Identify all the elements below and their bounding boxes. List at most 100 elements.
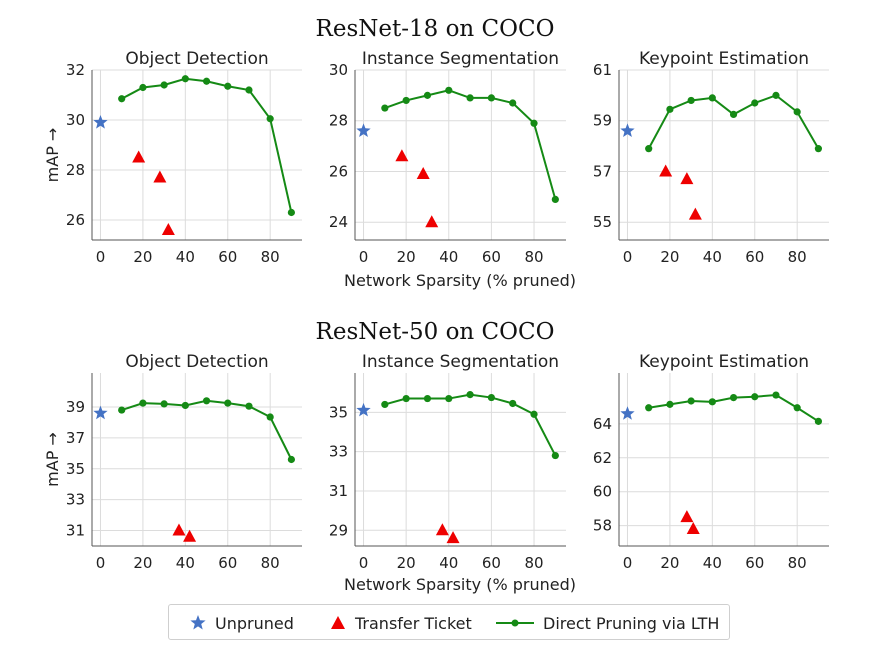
x-tick-label: 0 <box>96 248 106 266</box>
legend-label-unpruned: Unpruned <box>215 613 294 633</box>
y-tick-label: 30 <box>66 111 85 129</box>
transfer-ticket-point <box>680 172 694 185</box>
transfer-ticket-point <box>172 523 186 536</box>
panel-title: Instance Segmentation <box>362 49 559 69</box>
y-tick-label: 39 <box>66 398 85 416</box>
lth-point <box>445 394 453 403</box>
legend-label-transfer: Transfer Ticket <box>355 613 472 633</box>
lth-point <box>224 399 232 407</box>
row-title: ResNet-18 on COCO <box>316 16 555 42</box>
x-tick-label: 40 <box>176 248 195 266</box>
y-tick-label: 58 <box>593 517 612 535</box>
lth-point <box>751 393 759 401</box>
lth-point <box>202 397 211 405</box>
unpruned-point <box>620 123 635 137</box>
x-tick-label: 0 <box>96 554 106 572</box>
y-tick-label: 29 <box>329 521 348 539</box>
lth-series-line <box>384 89 557 200</box>
y-tick-label: 35 <box>66 460 85 478</box>
lth-point <box>687 397 695 405</box>
lth-point <box>202 77 211 85</box>
lth-series-line <box>384 393 557 457</box>
y-axis-label: mAP → <box>43 128 62 183</box>
panel-title: Object Detection <box>125 352 268 372</box>
legend-label-lth: Direct Pruning via LTH <box>543 613 720 633</box>
lth-point <box>487 94 496 102</box>
lth-point <box>160 400 168 408</box>
y-tick-label: 31 <box>66 522 85 540</box>
transfer-ticket-point <box>395 149 409 162</box>
lth-point <box>287 455 295 464</box>
unpruned-point <box>620 406 635 420</box>
panel-title: Instance Segmentation <box>362 352 559 372</box>
lth-point <box>139 399 147 407</box>
x-tick-label: 80 <box>524 554 543 572</box>
x-tick-label: 20 <box>660 248 679 266</box>
panel-title: Object Detection <box>125 49 268 69</box>
lth-point <box>814 145 822 153</box>
lth-point <box>814 417 822 425</box>
unpruned-point <box>93 405 108 420</box>
y-tick-label: 62 <box>593 449 612 467</box>
lth-point <box>551 451 559 460</box>
transfer-ticket-point <box>688 207 702 220</box>
transfer-ticket-point <box>153 170 167 183</box>
star-icon <box>190 615 206 630</box>
legend: Unpruned Transfer Ticket Direct Pruning … <box>168 604 730 640</box>
chart-panel: Keypoint Estimation 58 60 62 64 0 20 40 60 80 <box>593 352 829 572</box>
x-tick-label: 40 <box>703 248 722 266</box>
x-axis-label: Network Sparsity (% pruned) <box>344 271 576 290</box>
lth-point <box>402 96 410 105</box>
line-with-dot-icon <box>496 619 534 627</box>
lth-point <box>708 94 716 102</box>
y-tick-label: 30 <box>329 61 348 79</box>
transfer-ticket-point <box>132 150 146 163</box>
lth-point <box>402 394 410 403</box>
x-tick-label: 20 <box>133 554 152 572</box>
lth-point <box>266 115 274 123</box>
x-tick-label: 0 <box>359 554 369 572</box>
lth-point <box>708 398 716 406</box>
lth-point <box>751 99 759 107</box>
unpruned-point <box>356 402 371 417</box>
transfer-ticket-point <box>686 522 700 535</box>
y-tick-label: 32 <box>66 61 85 79</box>
x-tick-label: 20 <box>660 554 679 572</box>
lth-point <box>551 195 559 204</box>
x-tick-label: 40 <box>703 554 722 572</box>
chart-panel: Instance Segmentation 24 26 28 30 0 20 40 60 80 <box>329 49 566 266</box>
lth-point <box>466 391 474 399</box>
lth-point <box>224 82 232 90</box>
lth-point <box>645 404 653 412</box>
y-tick-label: 26 <box>329 162 348 180</box>
x-tick-label: 80 <box>788 554 807 572</box>
y-tick-label: 33 <box>329 443 348 461</box>
x-tick-label: 40 <box>176 554 195 572</box>
lth-point <box>287 208 295 217</box>
lth-point <box>530 410 538 418</box>
lth-point <box>381 104 389 112</box>
lth-point <box>381 400 389 409</box>
lth-point <box>445 86 453 94</box>
panel-title: Keypoint Estimation <box>639 352 809 372</box>
y-axis-label: mAP → <box>43 432 62 487</box>
x-tick-label: 60 <box>218 554 237 572</box>
y-tick-label: 28 <box>329 112 348 130</box>
lth-point <box>466 94 474 102</box>
lth-series-line <box>121 77 293 213</box>
x-tick-label: 60 <box>745 248 764 266</box>
y-tick-label: 24 <box>329 213 348 231</box>
transfer-ticket-point <box>416 167 430 180</box>
lth-point <box>772 91 780 99</box>
chart-panel: Object Detection 31 33 35 37 39 0 20 40 60 80 <box>66 352 302 572</box>
x-tick-label: 60 <box>218 248 237 266</box>
y-tick-label: 57 <box>593 162 612 180</box>
lth-point <box>666 400 674 408</box>
lth-point <box>509 99 517 107</box>
transfer-ticket-point <box>446 531 460 544</box>
lth-point <box>645 145 653 153</box>
transfer-ticket-point <box>183 529 197 542</box>
y-tick-label: 61 <box>593 61 612 79</box>
x-axis-label: Network Sparsity (% pruned) <box>344 575 576 594</box>
triangle-icon <box>331 616 345 629</box>
